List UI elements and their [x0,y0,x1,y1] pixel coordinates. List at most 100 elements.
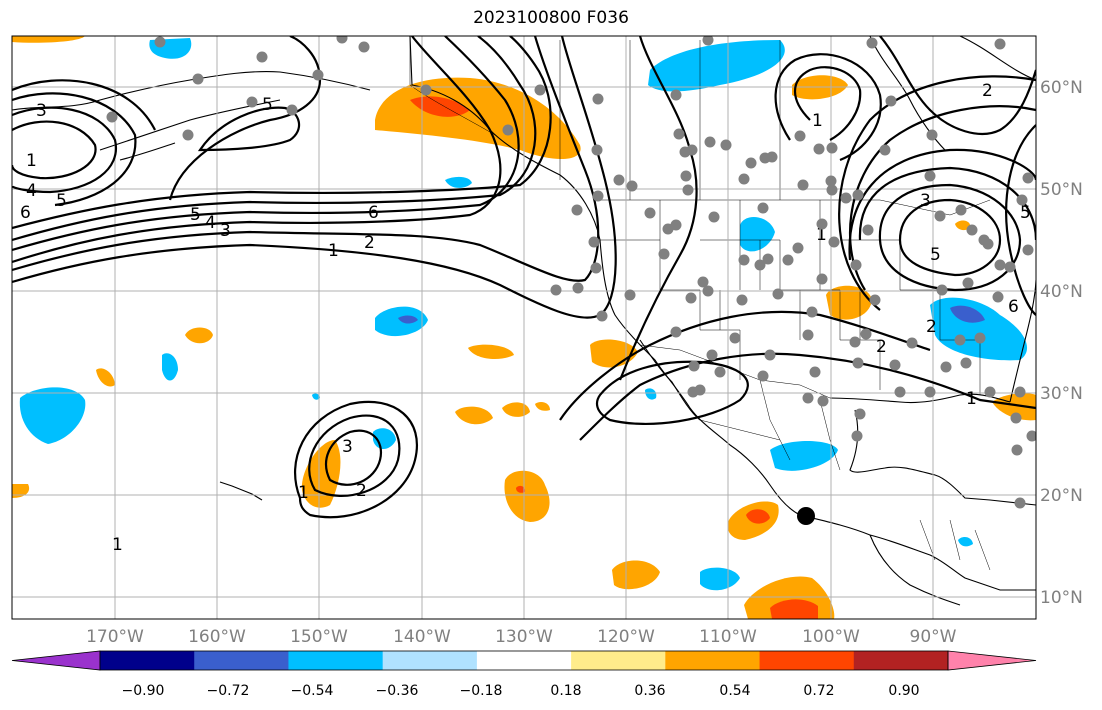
station-dot [862,224,874,236]
station-dot [312,69,324,81]
lon-label: 90°W [910,627,957,647]
station-dot [590,262,602,274]
colorbar-bin [100,651,195,670]
station-dot [802,392,814,404]
colorbar-tick-label: −0.72 [207,683,250,699]
lon-label: 110°W [699,627,757,647]
contour-west-coast-2 [579,352,1036,441]
contour-bering-2 [12,106,118,194]
contour-label: 5 [1020,203,1031,223]
colorbar-extension-low [11,650,101,671]
station-dot [670,219,682,231]
contour-pacific-high-2 [197,106,301,152]
coastline-labrador [959,36,1036,81]
contour-upper-2 [774,53,882,162]
station-dot [336,36,348,44]
red-shade-gulf-alaska [410,96,470,117]
station-dot [624,289,636,301]
map-panel: 3 1 4 5 6 5 5 5 4 3 6 2 1 1 2 1 2 3 5 6 … [12,36,1036,619]
station-dot [246,96,258,108]
colorbar-tick-labels: −0.90 −0.72 −0.54 −0.36 −0.18 0.18 0.36 … [122,683,920,699]
station-dot [714,366,726,378]
station-markers [106,36,1036,509]
contour-mexico-loop [595,360,749,426]
colorbar-bin [759,651,855,670]
contour-bering-inner [12,120,97,180]
contour-low-3 [858,166,1036,241]
contour-hawaii-inner [325,429,383,486]
station-dot [1014,497,1026,509]
station-dot [940,361,952,373]
station-dot [596,310,608,322]
station-dot [702,285,714,297]
station-dot [926,129,938,141]
colorbar-bin [476,651,572,670]
station-dot [936,284,948,296]
station-dot [992,291,1004,303]
station-dot [708,211,720,223]
colorbar-tick-label: −0.90 [122,683,165,699]
lon-label: 130°W [495,627,553,647]
station-dot [757,370,769,382]
station-dot [673,128,685,140]
contour-jet-1 [12,36,502,264]
station-dot [706,349,718,361]
station-dot [802,329,814,341]
coastlines [12,36,1036,606]
station-dot [852,189,864,201]
colorbar-bin [665,651,761,670]
orange-shade-midlat-2 [96,368,115,387]
station-dot [745,157,757,169]
contour-label: 5 [190,205,201,225]
station-dot [704,136,716,148]
orange-shade-tropical-2 [502,402,530,417]
blue-shade-midlat-1 [162,353,178,381]
contour-jet-6 [12,36,617,319]
latitude-labels: 60°N 50°N 40°N 30°N 20°N 10°N [1040,78,1083,608]
blue-shade-small-canada [445,176,472,188]
station-dot [286,104,298,116]
station-dot [782,254,794,266]
station-dot [954,334,966,346]
border-alaska-canada [409,36,496,136]
station-dot [358,41,370,53]
station-dot [966,224,978,236]
station-dot [502,124,514,136]
station-dot [826,142,838,154]
red-shade-central-1 [516,485,526,493]
orange-shade-midlat-1 [185,327,213,344]
contour-label: 2 [364,233,375,253]
station-dot [1022,244,1034,256]
contour-bering-3 [12,92,137,207]
contour-label: 6 [1008,297,1019,317]
map-frame [11,35,1037,620]
station-dot [679,146,691,158]
station-dot [736,294,748,306]
station-dot [626,180,638,192]
station-dot [794,130,806,142]
station-dot [591,144,603,156]
colorbar-frame [99,650,949,671]
station-dot [670,89,682,101]
colorbar-bin [194,651,289,670]
orange-shade-northeast [955,220,971,231]
station-dot [1022,172,1034,184]
station-dot [797,179,809,191]
contour-label: 4 [205,213,216,233]
station-dot [1004,261,1016,273]
colorbar-tick-label: 0.36 [634,683,665,699]
blue-shade-west [19,387,86,444]
station-dot [702,36,714,46]
contour-label: 1 [966,389,977,409]
station-dot [738,173,750,185]
contour-hawaii-outer [294,400,418,519]
orange-shade-tropical-1 [455,406,493,425]
station-dot [816,273,828,285]
station-dot [825,175,837,187]
orange-shade-top-left [12,36,85,43]
lon-label: 100°W [802,627,860,647]
station-dot [772,288,784,300]
station-dot [757,202,769,214]
coastline-central-america [869,534,961,606]
station-dot [860,328,872,340]
